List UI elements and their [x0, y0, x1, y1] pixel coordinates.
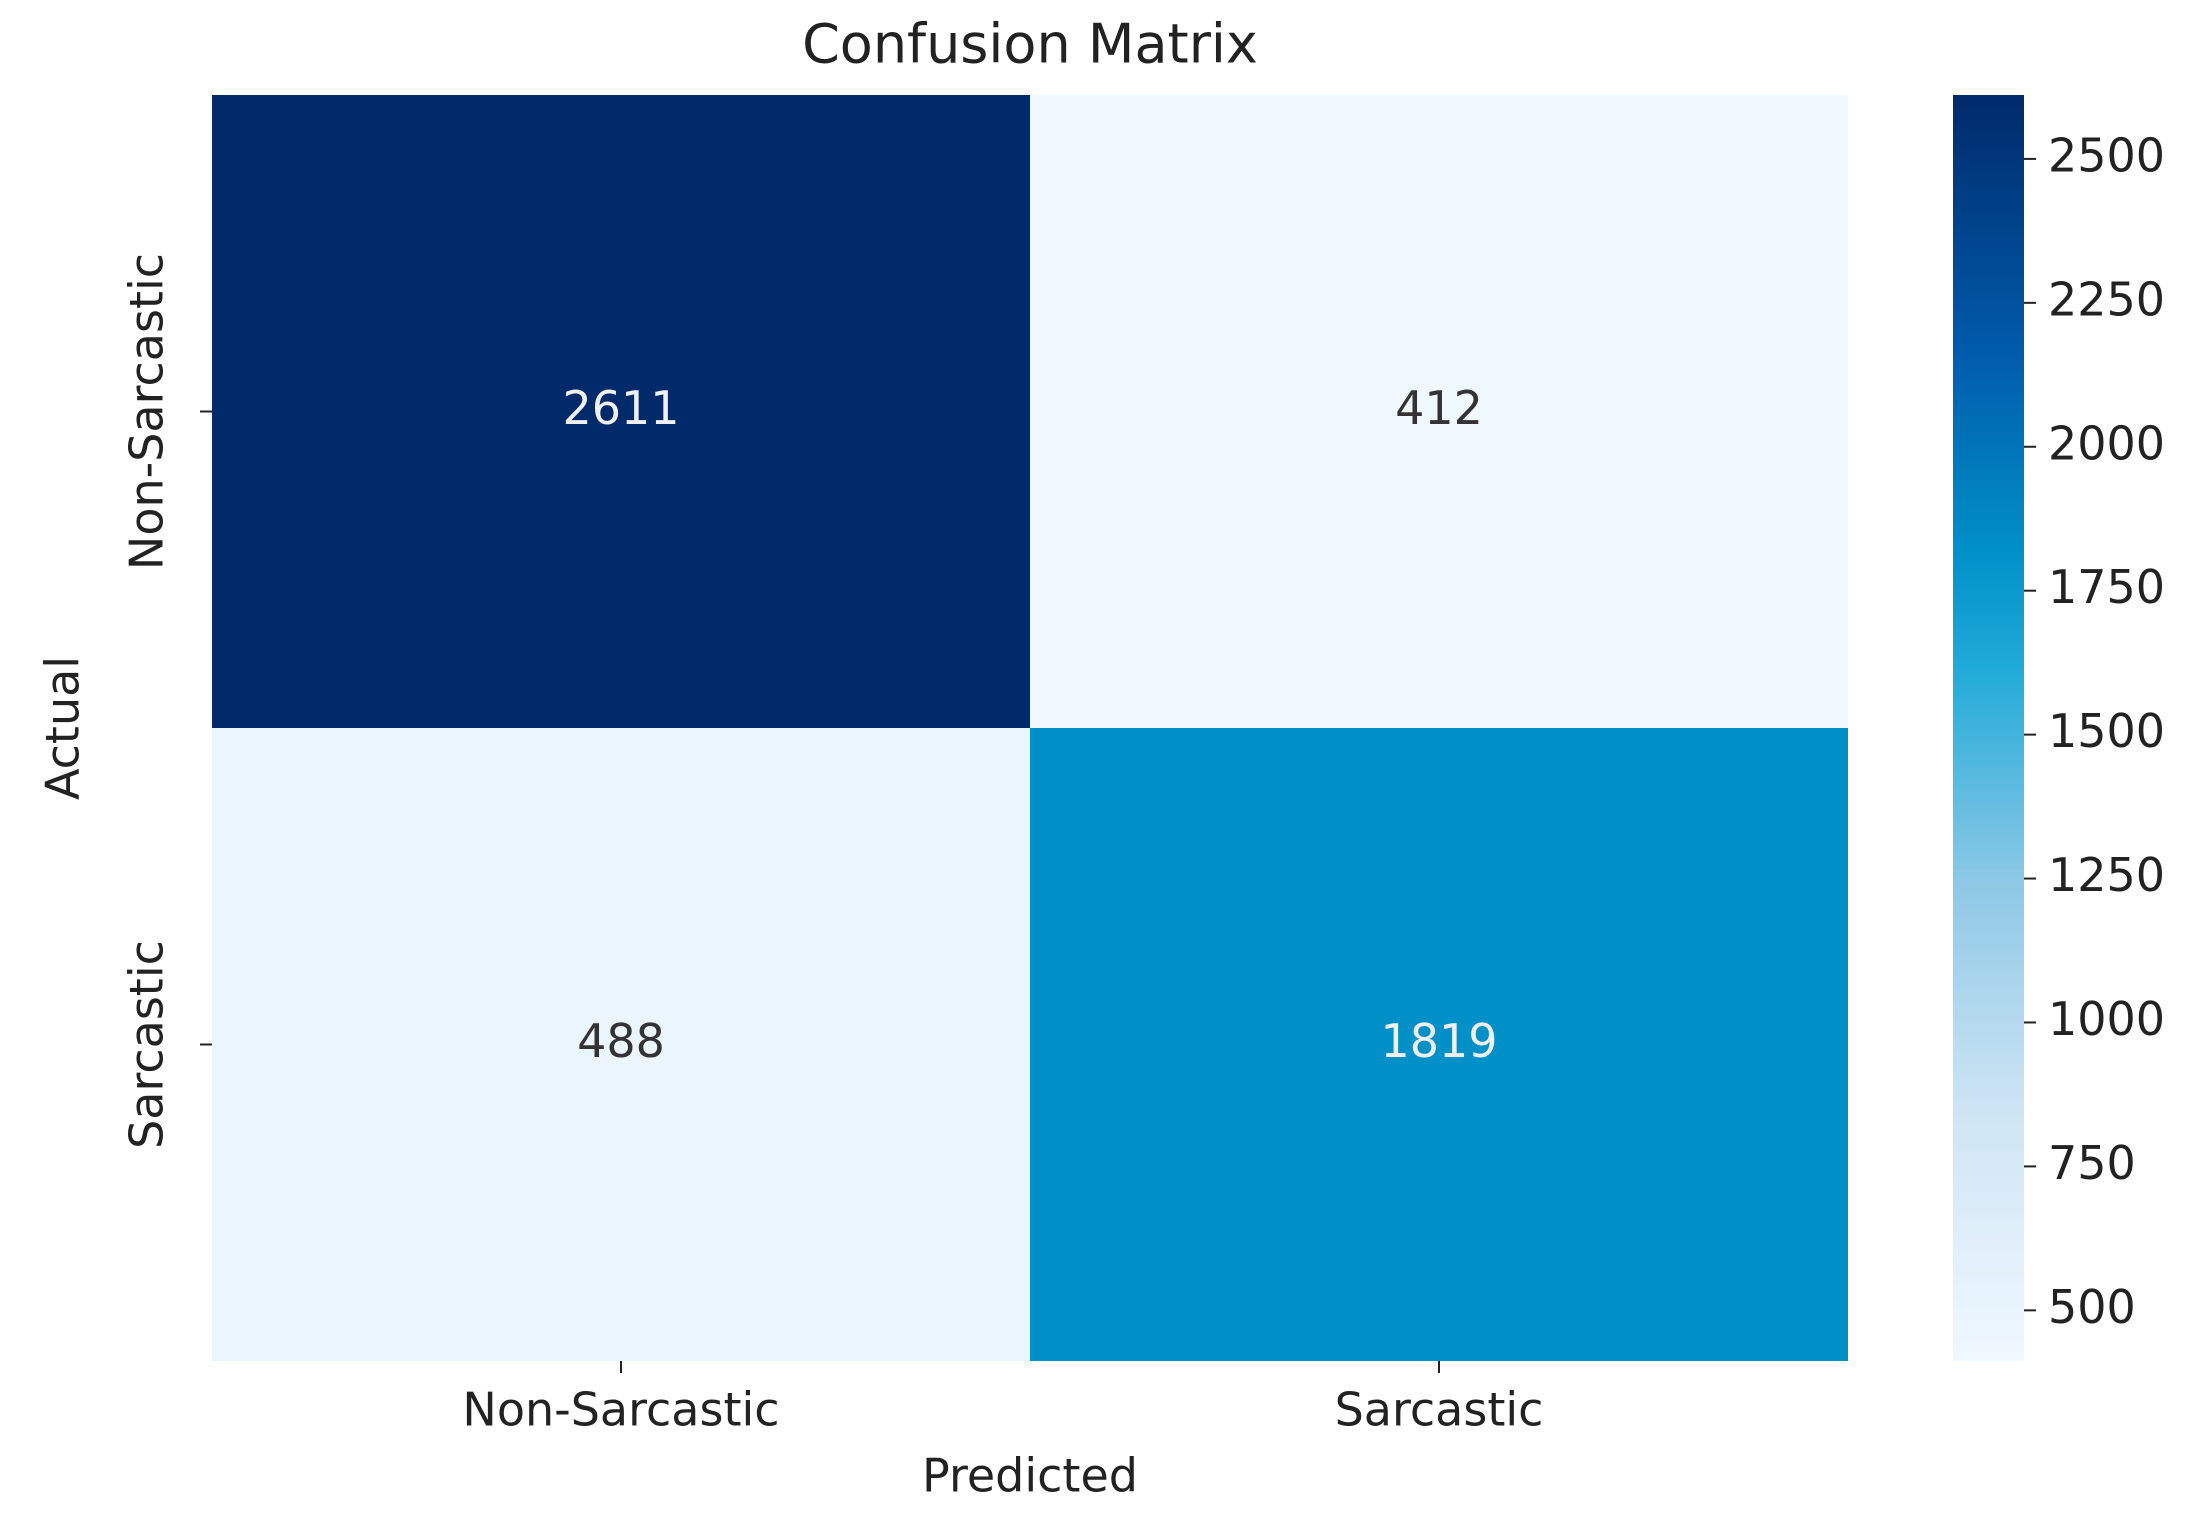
y-tick-label: Non-Sarcastic [120, 253, 174, 570]
y-axis-label: Actual [36, 656, 90, 800]
colorbar-tick-label: 2250 [2048, 272, 2165, 326]
colorbar-tick-label: 1000 [2048, 992, 2165, 1046]
cell-value-label: 488 [577, 1014, 665, 1068]
heatmap-cell [1030, 728, 1848, 1361]
heatmap-cell [1030, 95, 1848, 728]
colorbar-tick-label: 1250 [2048, 848, 2165, 902]
colorbar-tick-label: 500 [2048, 1280, 2136, 1334]
colorbar-tick-label: 1500 [2048, 704, 2165, 758]
colorbar [1953, 95, 2024, 1361]
colorbar-tick-label: 2000 [2048, 416, 2165, 470]
x-tick-label: Sarcastic [1335, 1383, 1544, 1437]
heatmap-cell [212, 728, 1030, 1361]
cell-value-label: 412 [1395, 381, 1483, 435]
colorbar-tick-label: 1750 [2048, 560, 2165, 614]
chart-title: Confusion Matrix [802, 13, 1258, 76]
cell-value-label: 1819 [1380, 1014, 1497, 1068]
x-axis-label: Predicted [922, 1449, 1138, 1503]
colorbar-tick-label: 750 [2048, 1136, 2136, 1190]
cell-value-label: 2611 [562, 381, 679, 435]
colorbar-tick-label: 2500 [2048, 128, 2165, 182]
heatmap-cell [212, 95, 1030, 728]
y-tick-label: Sarcastic [120, 940, 174, 1149]
x-tick-label: Non-Sarcastic [462, 1383, 779, 1437]
